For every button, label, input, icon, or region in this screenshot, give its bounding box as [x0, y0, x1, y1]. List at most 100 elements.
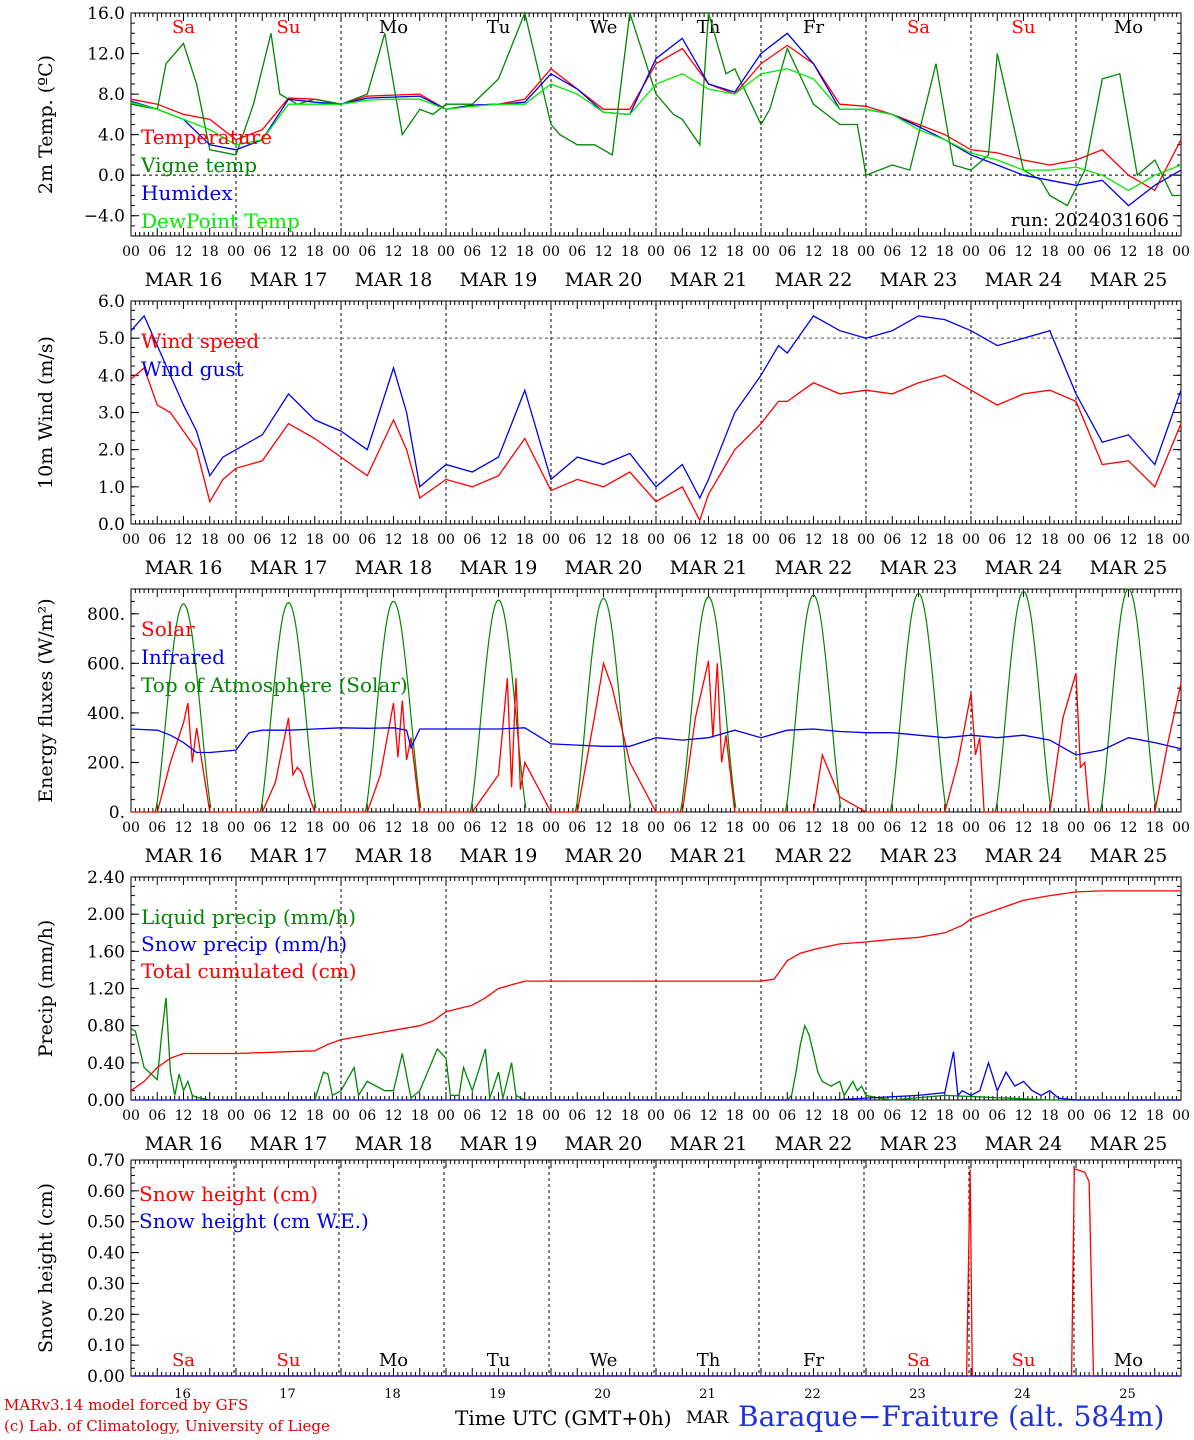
- x-day-number: 21: [699, 1387, 716, 1400]
- x-hour-label: 18: [1041, 1108, 1059, 1124]
- x-day-label: MAR 21: [670, 1133, 748, 1155]
- x-hour-label: 18: [516, 244, 534, 260]
- y-tick-label: 0.00: [87, 1091, 125, 1111]
- x-hour-label: 06: [1093, 532, 1111, 548]
- x-hour-label: 12: [595, 1108, 613, 1124]
- y-tick-label: 0.50: [87, 1213, 125, 1233]
- y-tick-label: −4.0: [84, 207, 125, 227]
- x-hour-label: 18: [621, 244, 639, 260]
- x-hour-label: 18: [831, 820, 849, 836]
- legend-entry: Humidex: [141, 181, 233, 205]
- station-name: Baraque−Fraiture (alt. 584m): [738, 1400, 1165, 1433]
- x-hour-label: 06: [883, 1108, 901, 1124]
- x-hour-label: 06: [148, 1108, 166, 1124]
- weekday-label: We: [590, 1350, 618, 1371]
- snow-height-cm-line: [131, 1168, 1181, 1377]
- x-hour-label: 00: [647, 532, 665, 548]
- x-hour-label: 06: [778, 820, 796, 836]
- x-hour-label: 12: [910, 820, 928, 836]
- x-day-label: MAR 24: [985, 1133, 1063, 1155]
- y-tick-label: 2.0: [98, 441, 125, 461]
- humidex-line: [130, 32, 1182, 207]
- weekday-label: Mo: [1114, 17, 1143, 38]
- x-hour-label: 12: [910, 1108, 928, 1124]
- x-hour-label: 06: [253, 820, 271, 836]
- x-hour-label: 12: [280, 1108, 298, 1124]
- y-tick-label: 3.0: [98, 404, 125, 424]
- y-tick-label: 0.30: [87, 1274, 125, 1294]
- y-tick-label: 800.: [87, 605, 125, 625]
- y-tick-label: 16.0: [87, 4, 125, 24]
- x-hour-label: 00: [1067, 244, 1085, 260]
- x-hour-label: 00: [752, 244, 770, 260]
- x-hour-label: 06: [148, 820, 166, 836]
- x-day-label: MAR 16: [145, 1133, 223, 1155]
- x-hour-label: 12: [700, 532, 718, 548]
- model-credit: MARv3.14 model forced by GFS: [4, 1396, 249, 1414]
- x-day-label: MAR 19: [460, 557, 538, 579]
- x-hour-label: 00: [1172, 1108, 1190, 1124]
- y-tick-label: 0.00: [87, 1367, 125, 1387]
- x-hour-label: 00: [542, 532, 560, 548]
- x-hour-label: 00: [857, 820, 875, 836]
- x-hour-label: 12: [1015, 532, 1033, 548]
- weekday-label: Su: [277, 1350, 301, 1371]
- x-hour-label: 18: [1146, 244, 1164, 260]
- x-hour-label: 00: [857, 244, 875, 260]
- y-tick-label: 0.70: [87, 1151, 125, 1171]
- liquid-precip-mm-h-line: [130, 997, 1181, 1101]
- x-hour-label: 18: [621, 1108, 639, 1124]
- x-hour-label: 06: [568, 820, 586, 836]
- legend-entry: Solar: [141, 617, 195, 641]
- x-hour-label: 12: [805, 244, 823, 260]
- x-hour-label: 18: [621, 820, 639, 836]
- x-day-label: MAR 17: [250, 269, 328, 291]
- x-hour-label: 00: [332, 820, 350, 836]
- snow-precip-mm-h-line: [131, 1051, 1181, 1101]
- x-hour-label: 18: [411, 820, 429, 836]
- x-hour-label: 12: [385, 244, 403, 260]
- y-tick-label: 0.60: [87, 1182, 125, 1202]
- x-hour-label: 12: [1120, 820, 1138, 836]
- x-hour-label: 06: [1093, 1108, 1111, 1124]
- x-day-label: MAR 19: [460, 1133, 538, 1155]
- x-day-label: MAR 23: [880, 845, 958, 867]
- x-hour-label: 18: [936, 820, 954, 836]
- x-hour-label: 00: [962, 1108, 980, 1124]
- x-hour-label: 00: [1172, 244, 1190, 260]
- toa-solar-line: [784, 594, 842, 813]
- y-tick-label: 0.10: [87, 1336, 125, 1356]
- x-hour-label: 06: [673, 1108, 691, 1124]
- x-hour-label: 18: [1041, 244, 1059, 260]
- x-hour-label: 00: [437, 1108, 455, 1124]
- x-hour-label: 00: [962, 244, 980, 260]
- x-hour-label: 06: [358, 820, 376, 836]
- x-day-number: 18: [384, 1387, 401, 1400]
- weekday-label: Su: [1012, 1350, 1036, 1371]
- x-hour-label: 06: [463, 532, 481, 548]
- x-hour-label: 00: [122, 820, 140, 836]
- x-hour-label: 06: [778, 244, 796, 260]
- x-day-label: MAR 23: [880, 557, 958, 579]
- x-hour-label: 18: [411, 532, 429, 548]
- y-tick-label: 5.0: [98, 329, 125, 349]
- legend-entry: Wind gust: [141, 357, 244, 381]
- x-hour-label: 12: [595, 820, 613, 836]
- x-day-number: 24: [1014, 1387, 1031, 1400]
- x-hour-label: 00: [1172, 532, 1190, 548]
- x-hour-label: 00: [752, 532, 770, 548]
- x-hour-label: 18: [1041, 820, 1059, 836]
- y-tick-label: 0.0: [98, 166, 125, 186]
- x-day-label: MAR 19: [460, 845, 538, 867]
- y-tick-label: 0.0: [98, 515, 125, 535]
- panel-3: 800. 600. 400. 200. 0. Energy fluxes (W/m²) 00…: [35, 588, 1190, 867]
- y-axis-label: Energy fluxes (W/m²): [35, 598, 57, 802]
- x-hour-label: 18: [831, 244, 849, 260]
- dewpoint-temp-line: [130, 68, 1182, 192]
- legend-entry: DewPoint Temp: [141, 209, 300, 233]
- x-hour-label: 06: [463, 244, 481, 260]
- x-day-label: MAR 16: [145, 269, 223, 291]
- x-hour-label: 06: [673, 244, 691, 260]
- y-axis-label: Precip (mm/h): [35, 920, 57, 1058]
- x-hour-label: 18: [516, 1108, 534, 1124]
